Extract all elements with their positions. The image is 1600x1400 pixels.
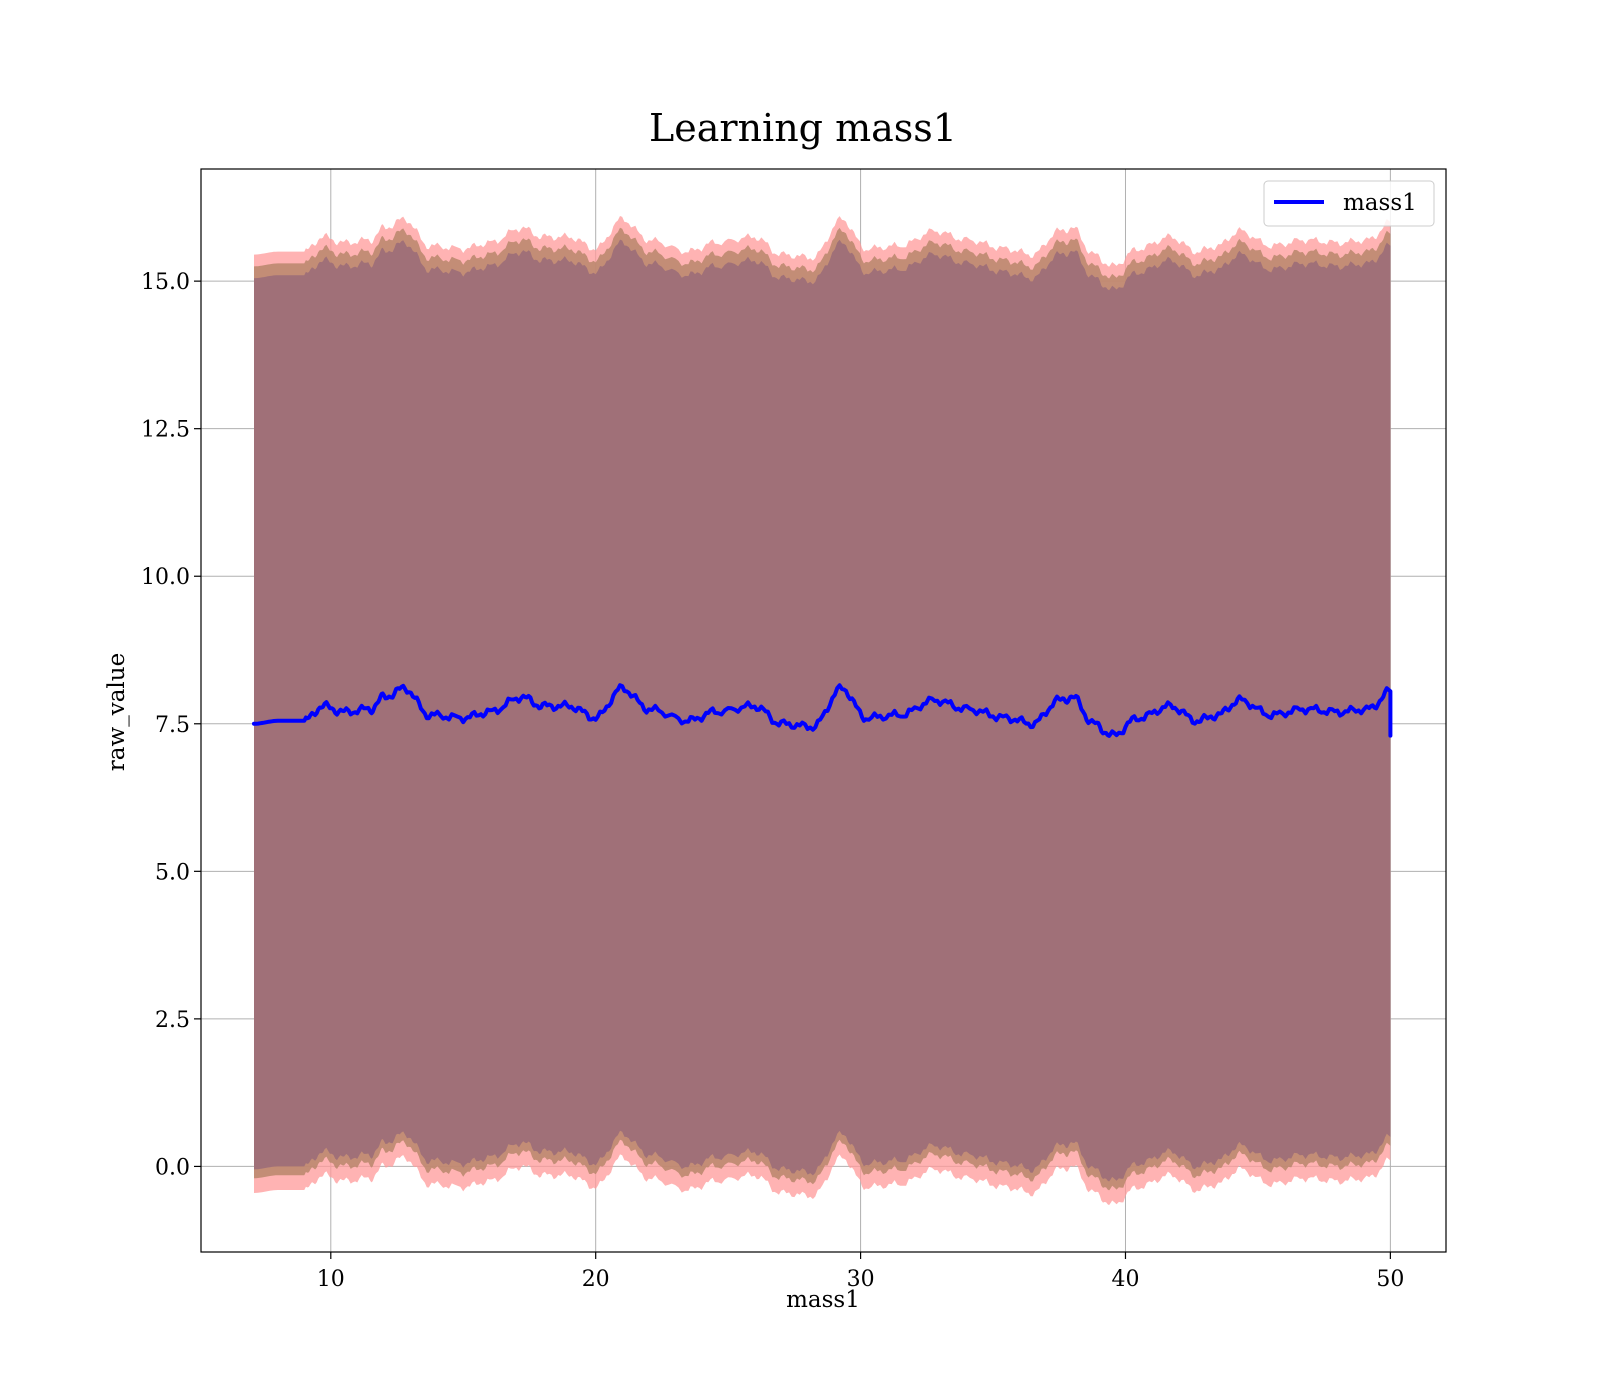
x-tick-label-1: 20 <box>582 1267 610 1292</box>
y-tick-label-5: 12.5 <box>141 418 190 443</box>
confidence-band-2 <box>254 239 1391 1182</box>
x-tick-label-2: 30 <box>847 1267 875 1292</box>
legend-label-mass1: mass1 <box>1343 190 1417 216</box>
y-tick-label-3: 7.5 <box>155 713 190 738</box>
y-axis-label: raw_value <box>104 653 130 771</box>
x-tick-label-0: 10 <box>317 1267 345 1292</box>
plot-frame <box>200 168 1447 1253</box>
x-tick-label-4: 50 <box>1376 1267 1404 1292</box>
y-tick-label-0: 0.0 <box>155 1155 190 1180</box>
chart-title: Learning mass1 <box>649 106 957 150</box>
confidence-bands <box>254 216 1391 1206</box>
legend: mass1 <box>1263 180 1435 227</box>
y-tick-label-1: 2.5 <box>155 1008 190 1033</box>
x-tick-label-3: 40 <box>1111 1267 1139 1292</box>
y-tick-label-4: 10.0 <box>141 565 190 590</box>
y-tick-label-2: 5.0 <box>155 860 190 885</box>
series-lines <box>252 683 1393 738</box>
x-axis-ticks: 10 20 30 40 50 <box>317 1252 1404 1292</box>
y-axis-ticks: 0.0 2.5 5.0 7.5 10.0 12.5 15.0 <box>141 270 201 1180</box>
series-line-mass1 <box>252 683 1393 738</box>
x-axis-label: mass1 <box>786 1287 860 1313</box>
legend-box <box>1263 180 1435 227</box>
y-tick-label-6: 15.0 <box>141 270 190 295</box>
